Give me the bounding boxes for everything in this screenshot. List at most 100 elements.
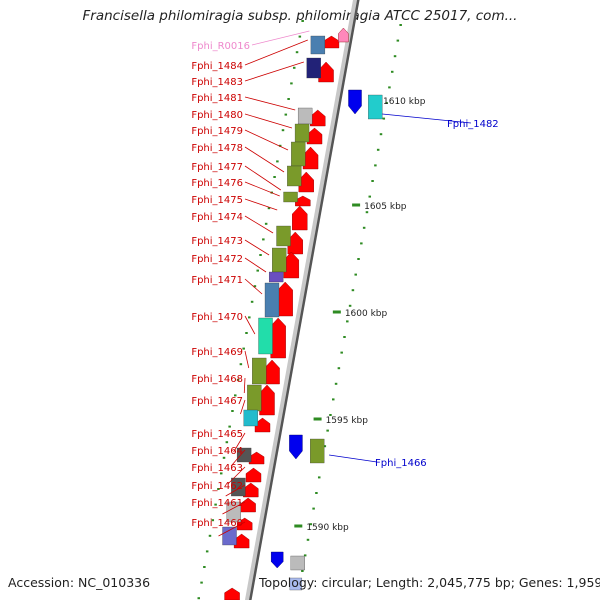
gene-arrow — [245, 467, 262, 483]
leader-line — [382, 113, 472, 124]
leader-line — [227, 466, 246, 485]
gene-label-fphi-1466: Fphi_1466 — [375, 458, 427, 469]
gene-label-fphi-1462: Fphi_1462 — [191, 481, 243, 492]
gene-label-fphi-1469: Fphi_1469 — [191, 347, 243, 358]
outer-tick — [396, 39, 400, 42]
gene-label-fphi-r0016: Fphi_R0016 — [191, 41, 250, 52]
gene-label-fphi-1460: Fphi_1460 — [191, 518, 243, 529]
forward-gene-labels: Fphi_1482 Fphi_1466 — [329, 113, 499, 469]
gene-arrow — [259, 384, 275, 416]
inner-tick — [231, 410, 234, 412]
gene-label-fphi-1474: Fphi_1474 — [191, 212, 243, 223]
inner-tick — [276, 160, 279, 163]
ruler-label: 1595 kbp — [326, 416, 369, 426]
gene-label-fphi-1470: Fphi_1470 — [191, 312, 243, 323]
gene-label-fphi-1465: Fphi_1465 — [191, 429, 243, 440]
inner-tick — [281, 129, 285, 132]
ruler-tick — [352, 203, 361, 207]
gene-label-fphi-1483: Fphi_1483 — [191, 77, 243, 88]
outer-tick — [362, 226, 366, 229]
outer-tick — [346, 320, 349, 323]
leader-line — [244, 257, 267, 273]
gene-label-fphi-1473: Fphi_1473 — [191, 236, 243, 247]
gene-box — [268, 271, 284, 283]
gene-arrow — [310, 109, 326, 127]
gene-arrow — [292, 205, 308, 231]
inner-tick — [211, 519, 215, 522]
gene-box — [236, 447, 252, 463]
outer-tick — [385, 102, 388, 104]
ruler-label: 1605 kbp — [364, 202, 407, 212]
gene-arrow — [243, 482, 259, 498]
gene-box — [276, 225, 291, 247]
gene-label-fphi-1480: Fphi_1480 — [191, 110, 243, 121]
leader-line — [244, 315, 256, 335]
gene-label-fphi-1463: Fphi_1463 — [191, 463, 243, 474]
forward-box — [290, 555, 305, 571]
gene-arrow — [306, 127, 323, 145]
inner-tick — [200, 581, 203, 584]
outer-tick — [306, 538, 310, 541]
topology-text: Topology: circular; Length: 2,045,775 bp… — [259, 575, 600, 590]
leader-line — [244, 215, 274, 234]
outer-tick — [376, 148, 380, 151]
leader-line — [244, 239, 270, 256]
gene-arrow — [264, 359, 280, 385]
leader-line — [244, 129, 289, 151]
leader-line — [244, 198, 278, 211]
gene-label-fphi-1484: Fphi_1484 — [191, 61, 243, 72]
leader-line — [244, 181, 280, 197]
gene-arrow — [277, 281, 293, 317]
gene-box — [310, 35, 326, 55]
leader-line — [244, 350, 250, 369]
gene-label-fphi-1464: Fphi_1464 — [191, 446, 243, 457]
gene-arrow — [248, 451, 265, 465]
leader-line — [243, 377, 246, 394]
inner-tick — [205, 550, 209, 553]
ruler-label: 1590 kbp — [306, 523, 349, 533]
inner-tick — [259, 254, 262, 256]
gene-boxes — [222, 35, 326, 546]
leader-line — [244, 61, 304, 82]
outer-tick — [390, 70, 394, 73]
forward-arrow — [348, 89, 362, 115]
gene-label-fphi-1479: Fphi_1479 — [191, 126, 243, 137]
outer-tick — [368, 195, 372, 198]
inner-tick — [245, 332, 248, 334]
leader-line — [225, 484, 246, 497]
inner-tick — [203, 566, 206, 568]
outer-tick — [337, 367, 341, 370]
inner-tick — [295, 51, 299, 54]
gene-box — [258, 317, 273, 355]
outer-tick — [374, 164, 377, 167]
outer-tick — [309, 523, 313, 526]
gene-arrows — [224, 27, 349, 600]
leader-line — [222, 501, 246, 515]
outer-tick — [315, 492, 318, 494]
gene-box — [264, 282, 280, 318]
forward-box — [368, 94, 383, 120]
outer-tick — [326, 429, 329, 432]
outer-tick — [360, 242, 363, 245]
gene-box — [306, 57, 321, 79]
inner-tick — [262, 238, 265, 241]
ruler-label: 1610 kbp — [383, 97, 426, 107]
gene-box — [283, 191, 298, 203]
ruler-tick — [332, 310, 341, 314]
forward-arrow — [271, 551, 284, 569]
gene-label-fphi-1475: Fphi_1475 — [191, 195, 243, 206]
outer-tick — [301, 570, 304, 572]
gene-box — [297, 107, 313, 125]
ruler-tick — [313, 417, 322, 421]
outer-tick — [354, 273, 357, 276]
gene-arrow — [224, 587, 240, 600]
inner-tick — [253, 285, 257, 288]
gene-box — [243, 409, 258, 427]
gene-label-fphi-1477: Fphi_1477 — [191, 162, 243, 173]
gene-label-fphi-1461: Fphi_1461 — [191, 498, 243, 509]
leader-line — [230, 449, 246, 467]
outer-tick — [379, 133, 383, 136]
inner-tick — [256, 269, 259, 272]
leader-line — [233, 432, 246, 453]
inner-tick — [234, 394, 237, 397]
